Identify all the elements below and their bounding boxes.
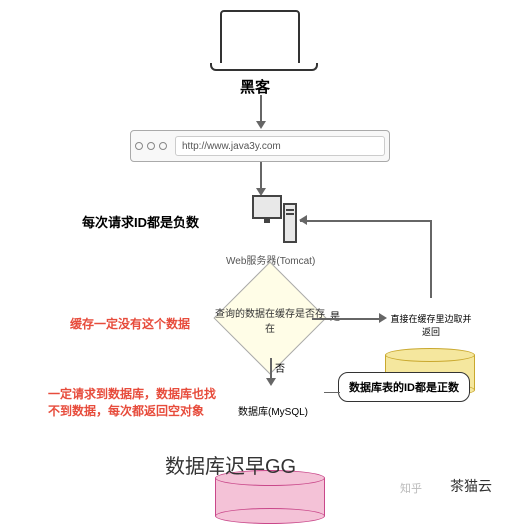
db-text: 数据库(MySQL) [238,403,308,418]
url-text: http://www.java3y.com [175,136,385,156]
hacker-laptop [220,10,300,65]
db-positive-bubble: 数据库表的ID都是正数 [338,372,470,402]
arrow-return-head [299,215,307,225]
watermark-2: 茶猫云 [450,476,492,496]
arrow-2 [260,162,262,190]
db-cylinder [215,478,325,516]
bubble-line [324,392,340,393]
page-title: 数据库迟早GG [165,450,296,479]
browser-bar: http://www.java3y.com [130,130,390,162]
arrow-1 [260,95,262,123]
hacker-label: 黑客 [240,76,270,97]
watermark-1: 知乎 [400,480,422,496]
request-label: 每次请求ID都是负数 [82,212,199,231]
no-label: 否 [275,360,285,375]
cache-miss-label: 缓存一定没有这个数据 [70,315,190,332]
yes-label: 是 [330,308,340,323]
arrow-1-head [256,121,266,129]
web-server [252,195,297,250]
decision-text: 查询的数据在缓存是否存在 [215,305,325,335]
arrow-yes [312,318,382,320]
db-positive-text: 数据库表的ID都是正数 [349,382,459,394]
arrow-return-h [300,220,432,222]
db-miss-label: 一定请求到数据库，数据库也找不到数据，每次都返回空对象 [48,386,218,420]
arrow-return-v [430,220,432,298]
arrow-no-head [266,378,276,386]
cache-text: 直接在缓存里边取并返回 [390,312,472,338]
arrow-yes-head [379,313,387,323]
